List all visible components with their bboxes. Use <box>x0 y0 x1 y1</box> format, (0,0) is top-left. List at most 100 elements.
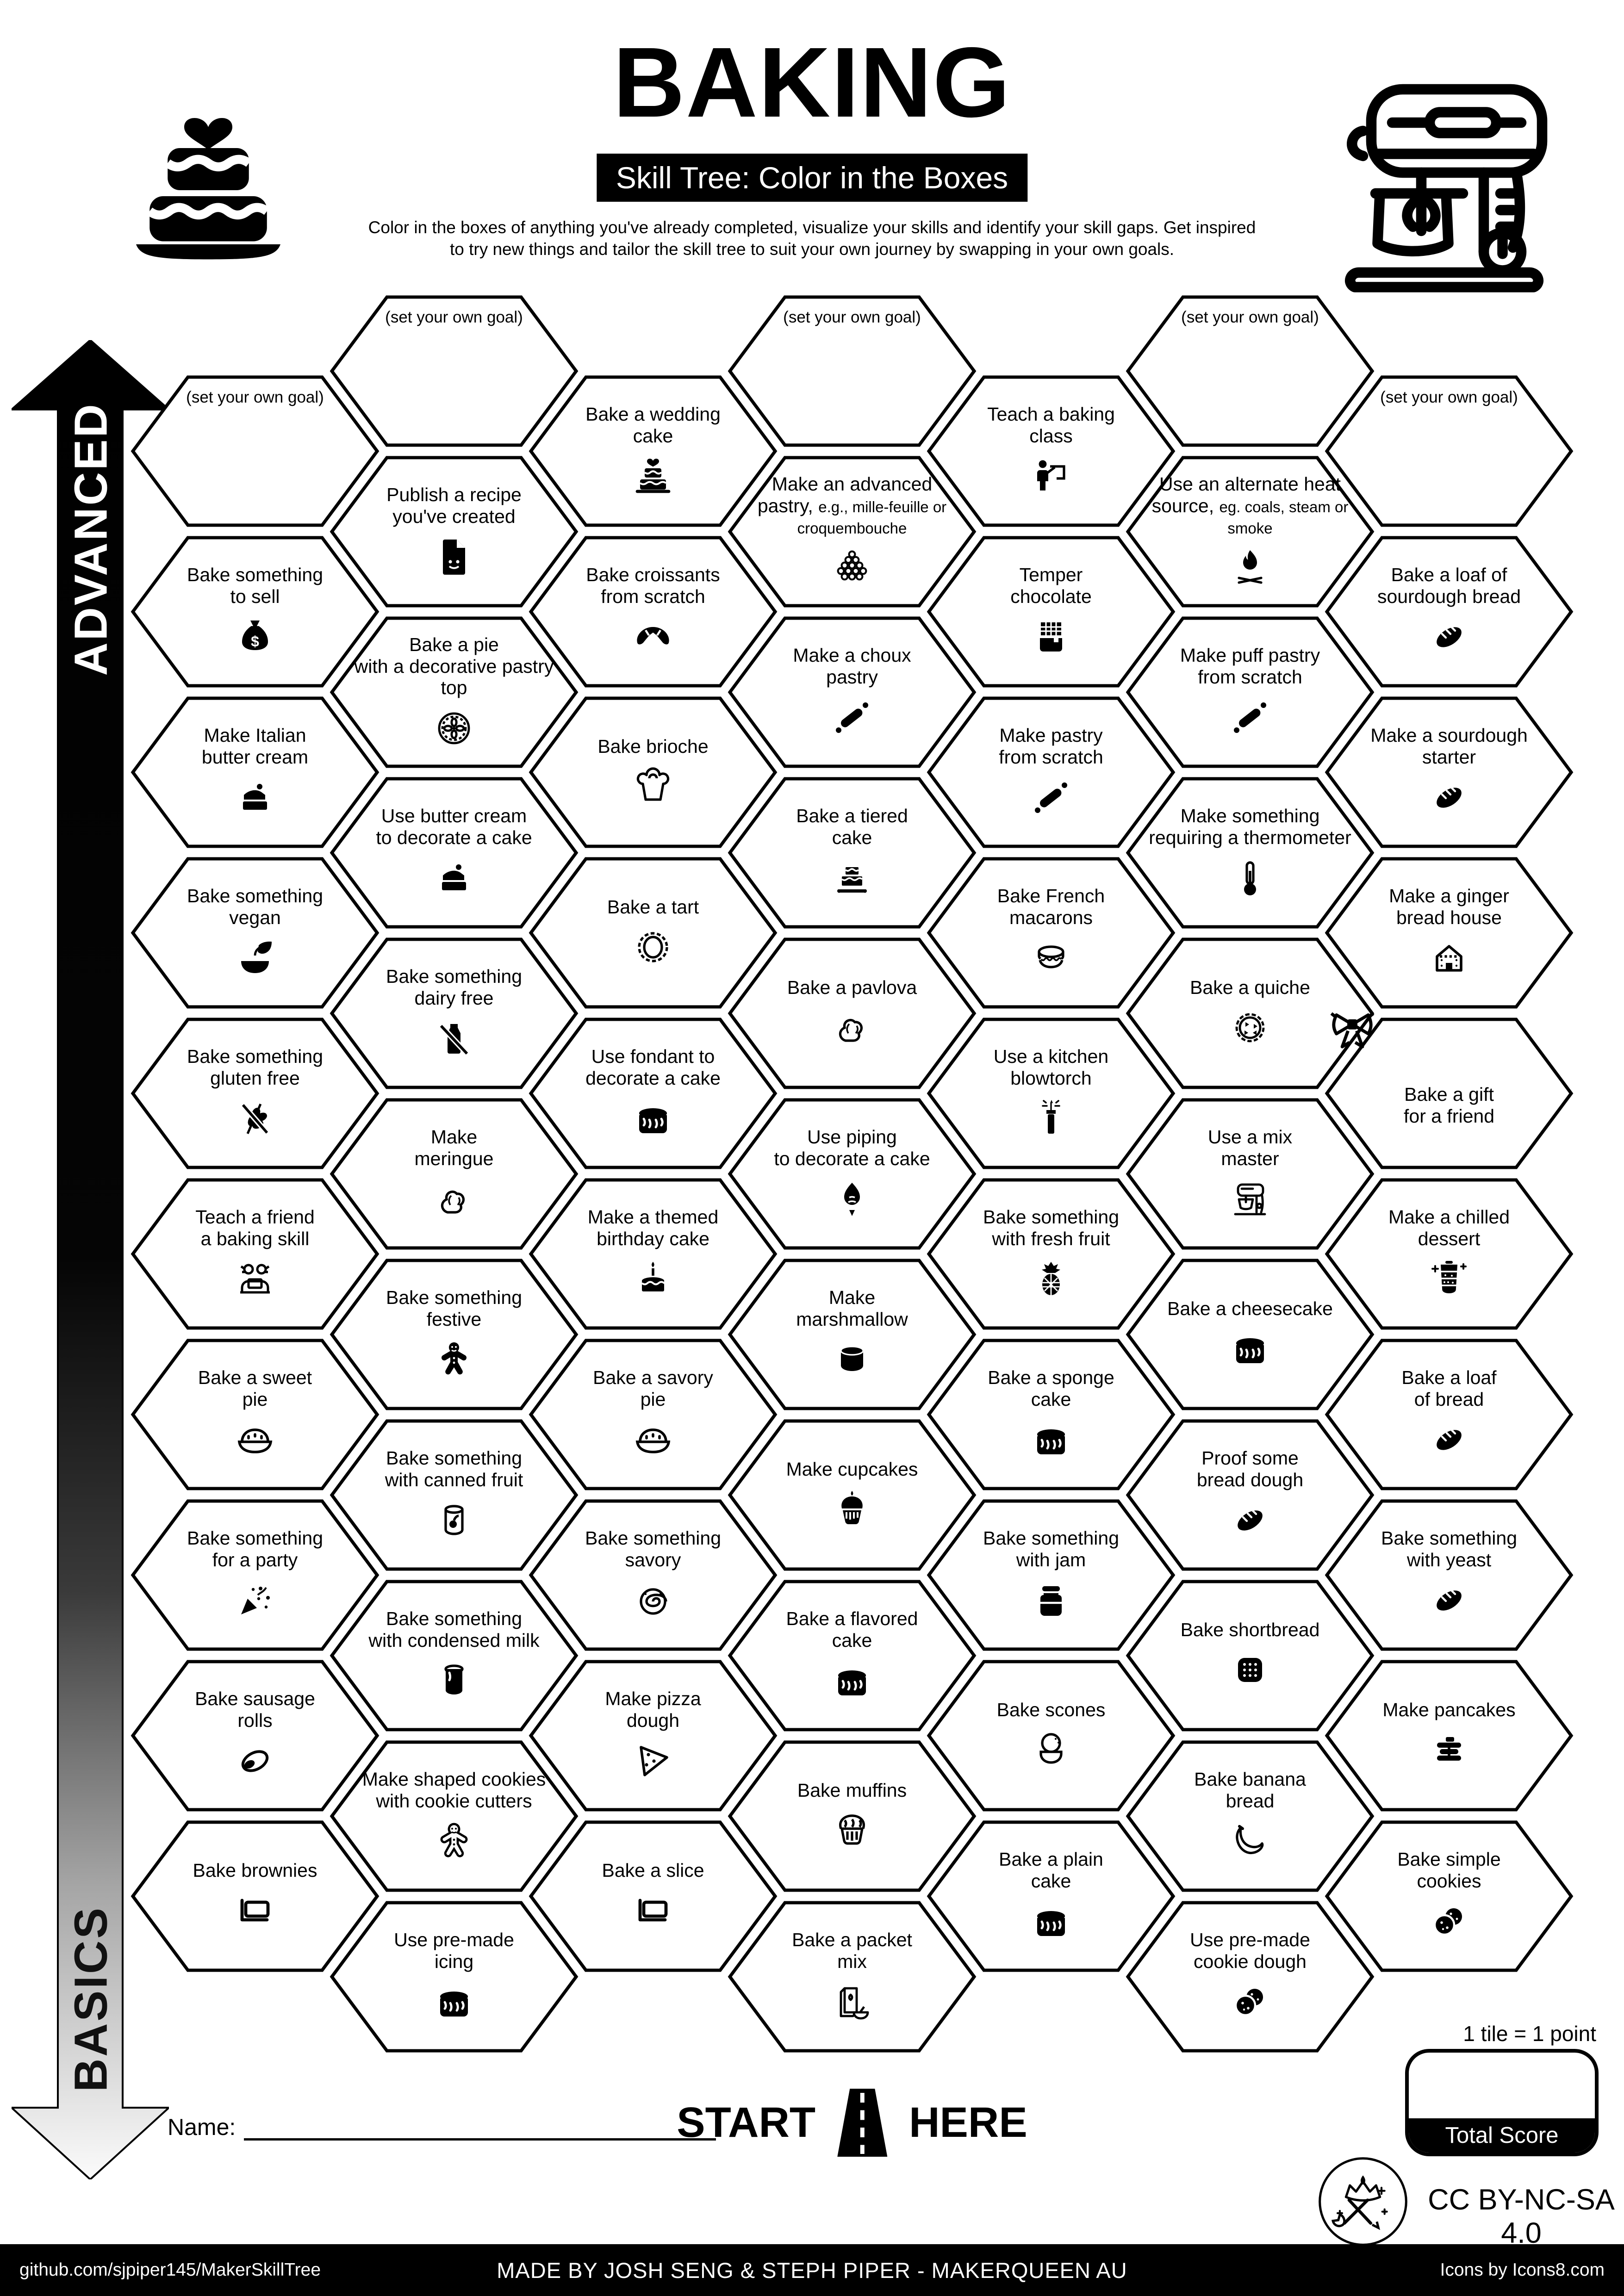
hex-set-your-own-goal[interactable]: (set your own goal) <box>130 374 380 528</box>
hex-use-fondant-to-decorate-a-cake[interactable]: Use fondant to decorate a cake <box>528 1017 778 1170</box>
hex-teach-a-friend-a-baking-skill[interactable]: Teach a friend a baking skill <box>130 1177 380 1331</box>
hex-use-a-mix-master[interactable]: Use a mix master <box>1125 1097 1375 1251</box>
hex-label: Use a kitchen blowtorch <box>993 1046 1109 1089</box>
hex-outline <box>330 295 579 447</box>
hex-use-an-alternate-heat-source[interactable]: Use an alternate heat source, eg. coals,… <box>1125 455 1375 608</box>
hex-outline <box>728 937 977 1089</box>
hex-make-something-requiring-a-thermometer[interactable]: Make something requiring a thermometer <box>1125 776 1375 930</box>
hex-make-shaped-cookies-with-cookie-cutters[interactable]: Make shaped cookies with cookie cutters <box>329 1739 579 1893</box>
hex-bake-shortbread[interactable]: Bake shortbread <box>1125 1579 1375 1732</box>
hex-make-an-advanced-pastry[interactable]: Make an advanced pastry, e.g., mille-feu… <box>727 455 977 608</box>
hex-bake-a-gift-for-a-friend[interactable]: Bake a gift for a friend <box>1324 1012 1574 1170</box>
name-input-line[interactable] <box>244 2114 716 2141</box>
parfait-icon <box>1427 1257 1471 1302</box>
hex-bake-a-loaf-of-sourdough-bread[interactable]: Bake a loaf of sourdough bread <box>1324 535 1574 689</box>
hex-make-a-chilled-dessert[interactable]: Make a chilled dessert <box>1324 1177 1574 1331</box>
hex-bake-something-savory[interactable]: Bake something savory <box>528 1498 778 1652</box>
hex-bake-something-with-condensed-milk[interactable]: Bake something with condensed milk <box>329 1579 579 1732</box>
hex-bake-something-with-jam[interactable]: Bake something with jam <box>926 1498 1176 1652</box>
hex-bake-a-tart[interactable]: Bake a tart <box>528 856 778 1010</box>
hex-make-pancakes[interactable]: Make pancakes <box>1324 1659 1574 1812</box>
hex-proof-some-bread-dough[interactable]: Proof some bread dough <box>1125 1418 1375 1572</box>
hex-outline <box>131 1178 380 1330</box>
hex-make-a-ginger-bread-house[interactable]: Make a ginger bread house <box>1324 856 1574 1010</box>
hex-bake-something-gluten-free[interactable]: Bake something gluten free <box>130 1017 380 1170</box>
total-score-entry[interactable] <box>1409 2053 1595 2118</box>
pizza-icon <box>631 1739 675 1783</box>
hex-bake-croissants-from-scratch[interactable]: Bake croissants from scratch <box>528 535 778 689</box>
hex-label: Bake something savory <box>585 1527 721 1570</box>
hex-teach-a-baking-class[interactable]: Teach a baking class <box>926 374 1176 528</box>
hex-use-pre-made-icing[interactable]: Use pre-made icing <box>329 1900 579 2054</box>
hex-make-puff-pastry-from-scratch[interactable]: Make puff pastry from scratch <box>1125 615 1375 769</box>
hex-bake-sausage-rolls[interactable]: Bake sausage rolls <box>130 1659 380 1812</box>
brioche-icon <box>631 764 675 809</box>
hex-bake-something-for-a-party[interactable]: Bake something for a party <box>130 1498 380 1652</box>
hex-make-meringue[interactable]: Make meringue <box>329 1097 579 1251</box>
hex-make-pizza-dough[interactable]: Make pizza dough <box>528 1659 778 1812</box>
hex-make-a-sourdough-starter[interactable]: Make a sourdough starter <box>1324 695 1574 849</box>
footer-icons-credit[interactable]: Icons by Icons8.com <box>1440 2260 1605 2280</box>
hex-set-your-own-goal[interactable]: (set your own goal) <box>727 294 977 448</box>
hex-use-pre-made-cookie-dough[interactable]: Use pre-made cookie dough <box>1125 1900 1375 2054</box>
hex-make-italian-butter-cream[interactable]: Make Italian butter cream <box>130 695 380 849</box>
hex-label: Bake a plain cake <box>999 1849 1103 1892</box>
hex-bake-a-cheesecake[interactable]: Bake a cheesecake <box>1125 1258 1375 1411</box>
hex-make-cupcakes[interactable]: Make cupcakes <box>727 1418 977 1572</box>
hex-bake-something-to-sell[interactable]: Bake something to sell $ <box>130 535 380 689</box>
hex-label: Bake simple cookies <box>1397 1849 1501 1892</box>
hex-bake-scones[interactable]: Bake scones <box>926 1659 1176 1812</box>
hex-set-your-own-goal[interactable]: (set your own goal) <box>1324 374 1574 528</box>
tart-icon <box>631 925 675 969</box>
hex-bake-a-tiered-cake[interactable]: Bake a tiered cake <box>727 776 977 930</box>
hex-outline <box>529 1018 778 1169</box>
hex-use-piping-to-decorate-a-cake[interactable]: Use piping to decorate a cake <box>727 1097 977 1251</box>
hex-label: Make shaped cookies with cookie cutters <box>362 1769 546 1812</box>
hex-bake-something-dairy-free[interactable]: Bake something dairy free <box>329 937 579 1090</box>
hex-make-marshmallow[interactable]: Make marshmallow <box>727 1258 977 1411</box>
wedding-cake-icon <box>631 454 675 499</box>
hex-bake-a-loaf-of-bread[interactable]: Bake a loaf of bread <box>1324 1338 1574 1491</box>
hex-bake-a-wedding-cake[interactable]: Bake a wedding cake <box>528 374 778 528</box>
hex-bake-a-quiche[interactable]: Bake a quiche <box>1125 937 1375 1090</box>
hex-bake-something-with-yeast[interactable]: Bake something with yeast <box>1324 1498 1574 1652</box>
hex-make-a-themed-birthday-cake[interactable]: Make a themed birthday cake <box>528 1177 778 1331</box>
hex-bake-a-flavored-cake[interactable]: Bake a flavored cake <box>727 1579 977 1732</box>
hex-bake-something-with-fresh-fruit[interactable]: Bake something with fresh fruit <box>926 1177 1176 1331</box>
hex-set-your-own-goal[interactable]: (set your own goal) <box>329 294 579 448</box>
hex-bake-a-plain-cake[interactable]: Bake a plain cake <box>926 1819 1176 1973</box>
hex-outline <box>330 937 579 1089</box>
hex-bake-brioche[interactable]: Bake brioche <box>528 695 778 849</box>
hex-use-butter-cream-to-decorate-a-cake[interactable]: Use butter cream to decorate a cake <box>329 776 579 930</box>
hex-bake-a-sponge-cake[interactable]: Bake a sponge cake <box>926 1338 1176 1491</box>
hex-set-your-own-goal[interactable]: (set your own goal) <box>1125 294 1375 448</box>
hex-make-pastry-from-scratch[interactable]: Make pastry from scratch <box>926 695 1176 849</box>
hex-make-a-choux-pastry[interactable]: Make a choux pastry <box>727 615 977 769</box>
hex-bake-a-pavlova[interactable]: Bake a pavlova <box>727 937 977 1090</box>
hex-label: Make pancakes <box>1382 1699 1516 1720</box>
jam-jar-icon <box>1029 1578 1073 1623</box>
hex-label: Bake a gift for a friend <box>1404 1084 1494 1127</box>
hex-bake-banana-bread[interactable]: Bake banana bread <box>1125 1739 1375 1893</box>
hex-bake-a-savory-pie[interactable]: Bake a savory pie <box>528 1338 778 1491</box>
hex-bake-a-slice[interactable]: Bake a slice <box>528 1819 778 1973</box>
hex-bake-something-with-canned-fruit[interactable]: Bake something with canned fruit <box>329 1418 579 1572</box>
footer-github-link[interactable]: github.com/sjpiper145/MakerSkillTree <box>19 2260 321 2280</box>
blowtorch-icon <box>1029 1097 1073 1141</box>
hex-bake-something-vegan[interactable]: Bake something vegan <box>130 856 380 1010</box>
hex-outline <box>529 696 778 848</box>
hex-bake-brownies[interactable]: Bake brownies <box>130 1819 380 1973</box>
hex-publish-a-recipe-you-ve-created[interactable]: Publish a recipe you've created <box>329 455 579 608</box>
hex-bake-a-packet-mix[interactable]: Bake a packet mix <box>727 1900 977 2054</box>
hex-use-a-kitchen-blowtorch[interactable]: Use a kitchen blowtorch <box>926 1017 1176 1170</box>
cream-cake-icon <box>432 856 476 900</box>
hex-bake-a-sweet-pie[interactable]: Bake a sweet pie <box>130 1338 380 1491</box>
hex-label: Bake a sponge cake <box>988 1367 1114 1410</box>
hex-bake-something-festive[interactable]: Bake something festive <box>329 1258 579 1411</box>
hex-temper-chocolate[interactable]: Temper chocolate <box>926 535 1176 689</box>
svg-text:$: $ <box>251 633 259 650</box>
hex-bake-french-macarons[interactable]: Bake French macarons <box>926 856 1176 1010</box>
hex-bake-simple-cookies[interactable]: Bake simple cookies <box>1324 1819 1574 1973</box>
hex-bake-a-pie-with-a-decorative-pastry-top[interactable]: Bake a pie with a decorative pastry top <box>329 615 579 769</box>
hex-bake-muffins[interactable]: Bake muffins <box>727 1739 977 1893</box>
